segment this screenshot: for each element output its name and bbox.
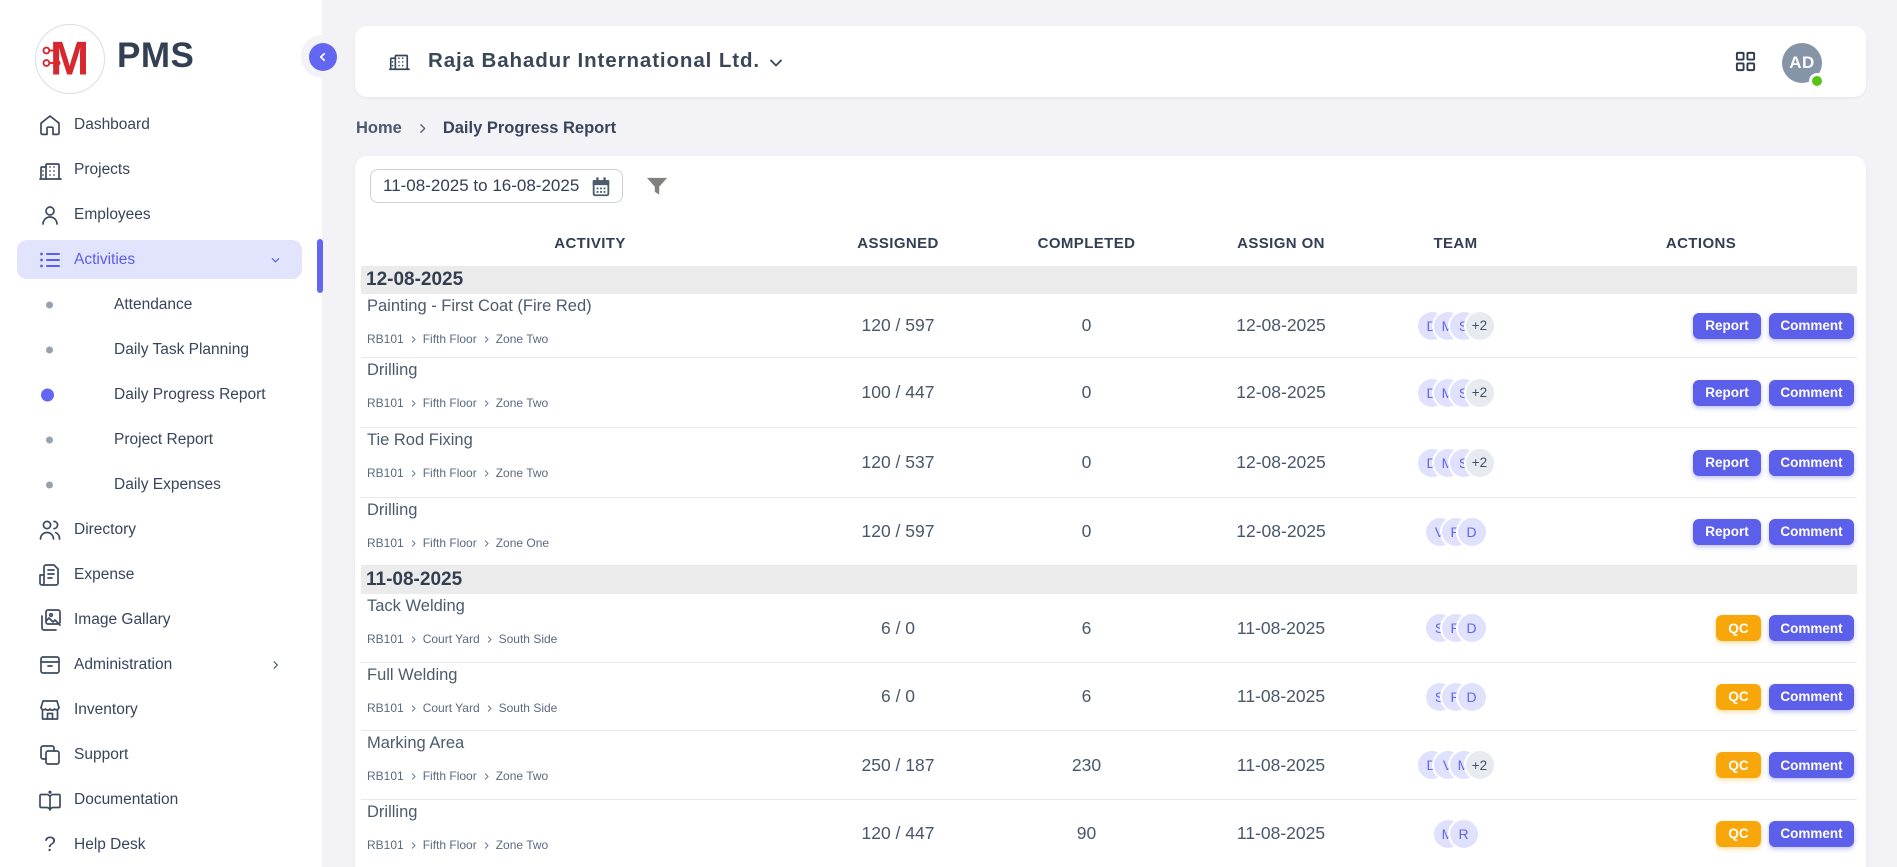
- svg-text:M: M: [50, 32, 89, 85]
